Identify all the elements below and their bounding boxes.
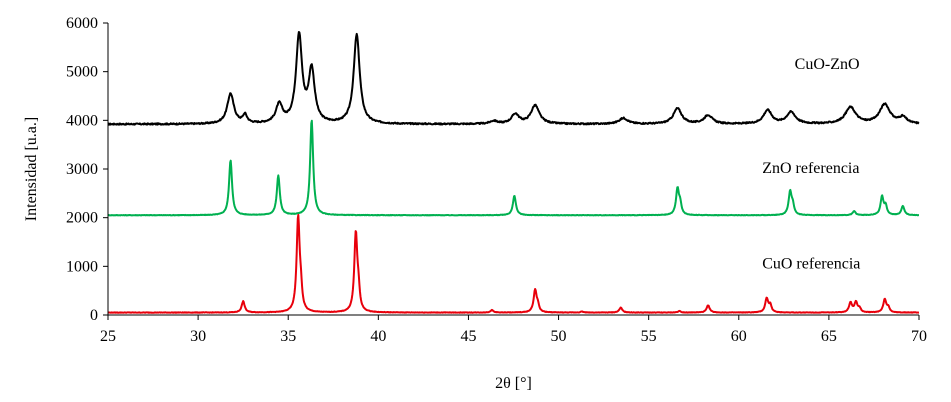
y-tick-label: 2000 bbox=[66, 210, 98, 227]
y-tick-label: 1000 bbox=[66, 258, 98, 275]
series-label-1: CuO-ZnO bbox=[795, 56, 860, 73]
x-tick-label: 25 bbox=[100, 328, 116, 345]
y-tick-label: 4000 bbox=[66, 112, 98, 129]
series-group bbox=[107, 30, 920, 314]
x-tick-label: 65 bbox=[821, 328, 837, 345]
y-tick-label: 0 bbox=[90, 307, 98, 324]
x-tick-label: 70 bbox=[911, 328, 927, 345]
x-tick-label: 30 bbox=[190, 328, 206, 345]
series-label-3: CuO referencia bbox=[762, 255, 860, 272]
labels-group: CuO-ZnO ZnO referencia CuO referencia bbox=[762, 56, 860, 272]
x-axis-title: 2θ [°] bbox=[495, 375, 532, 392]
y-tick-label: 6000 bbox=[66, 15, 98, 32]
y-tick-label: 3000 bbox=[66, 161, 98, 178]
x-tick-label: 55 bbox=[641, 328, 657, 345]
series-line-1 bbox=[107, 30, 920, 126]
y-tick-label: 5000 bbox=[66, 64, 98, 81]
series-line-2 bbox=[107, 119, 920, 217]
axes-group: 0 1000 2000 3000 4000 5000 6000 25 30 35 40 45 50 55 6… bbox=[66, 15, 927, 345]
x-tick-label: 35 bbox=[280, 328, 296, 345]
series-line-3 bbox=[107, 213, 920, 314]
y-axis-title: Intensidad [u.a.] bbox=[23, 117, 40, 221]
x-tick-label: 60 bbox=[731, 328, 747, 345]
series-label-2: ZnO referencia bbox=[762, 160, 859, 177]
x-tick-label: 40 bbox=[370, 328, 386, 345]
x-tick-label: 45 bbox=[460, 328, 476, 345]
x-tick-label: 50 bbox=[551, 328, 567, 345]
